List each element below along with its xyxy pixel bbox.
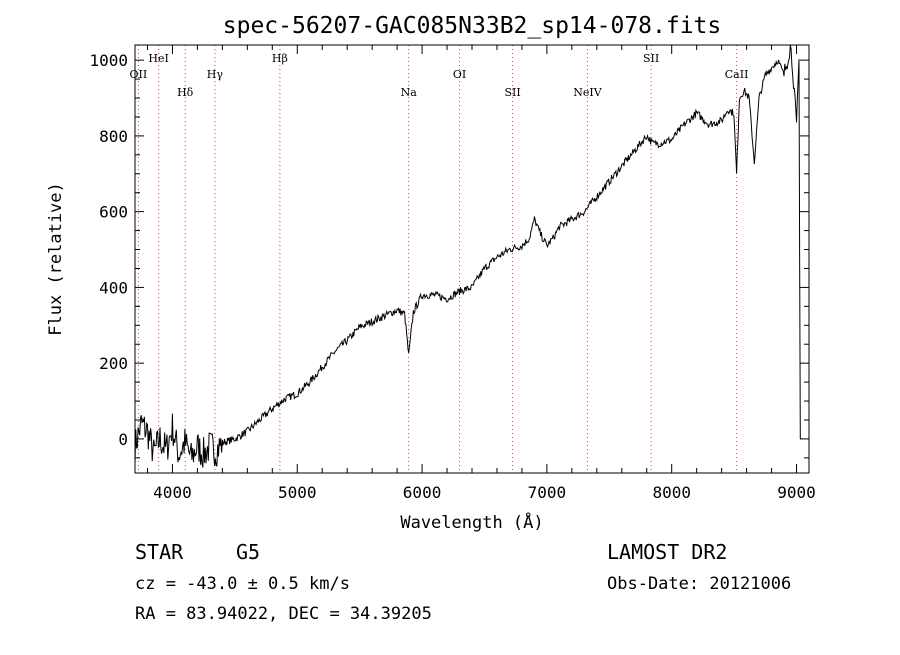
spectral-line-label: Hβ [272, 52, 288, 65]
y-axis-label: Flux (relative) [46, 182, 66, 336]
y-tick-label: 1000 [89, 51, 128, 70]
spectrum-series [134, 44, 801, 468]
object-class: STAR [135, 540, 184, 564]
y-tick-label: 800 [99, 127, 128, 146]
spectral-line-label: SII [504, 86, 520, 99]
y-tick-label: 200 [99, 354, 128, 373]
y-tick-label: 0 [118, 430, 128, 449]
spectral-line-label: OI [453, 68, 466, 81]
x-axis-label: Wavelength (Å) [400, 511, 543, 533]
spectral-line-label: NeIV [573, 86, 602, 99]
spectral-line-label: CaII [725, 68, 749, 81]
spectral-line-label: HeI [148, 52, 168, 65]
x-tick-label: 9000 [777, 483, 816, 502]
spectrum-line [134, 44, 801, 468]
spectral-line-label: Na [401, 86, 418, 99]
spectral-line-label: Hδ [177, 86, 194, 99]
x-tick-label: 8000 [652, 483, 691, 502]
coordinates-text: RA = 83.94022, DEC = 34.39205 [135, 604, 432, 624]
x-tick-label: 6000 [403, 483, 442, 502]
redshift-text: cz = -43.0 ± 0.5 km/s [135, 574, 350, 594]
observation-date: Obs-Date: 20121006 [607, 574, 791, 594]
object-subclass: G5 [236, 540, 260, 564]
spectral-line-label: Hγ [207, 68, 224, 81]
y-tick-label: 400 [99, 278, 128, 297]
x-tick-label: 4000 [153, 483, 192, 502]
y-tick-label: 600 [99, 203, 128, 222]
plot-frame [134, 44, 810, 474]
spectral-line-label: SII [643, 52, 659, 65]
survey-name: LAMOST DR2 [607, 540, 727, 564]
chart-title: spec-56207-GAC085N33B2_sp14-078.fits [223, 13, 722, 39]
x-tick-label: 5000 [278, 483, 317, 502]
spectral-line-label: OII [130, 68, 148, 81]
x-tick-label: 7000 [528, 483, 567, 502]
axis-ticks: 4000 5000 6000 7000 8000 9000 0 200 400 600 800 100… [89, 45, 816, 502]
